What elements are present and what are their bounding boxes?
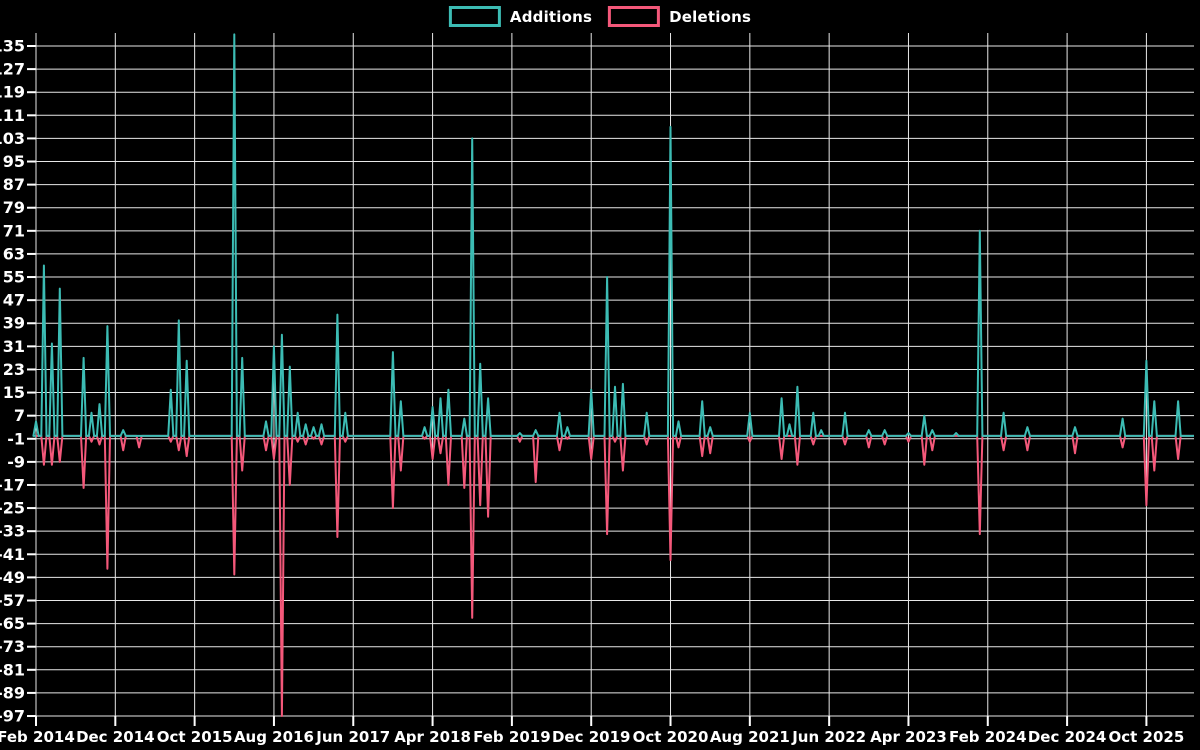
y-axis-label: 119 xyxy=(0,83,25,102)
y-axis-label: 71 xyxy=(3,221,25,240)
y-axis-label: 127 xyxy=(0,60,25,79)
x-axis-label: Feb 2014 xyxy=(0,728,75,746)
y-axis-label: 15 xyxy=(3,383,25,402)
y-axis-label: 135 xyxy=(0,37,25,56)
x-axis-label: Apr 2018 xyxy=(394,728,471,746)
x-axis-label: Feb 2024 xyxy=(949,728,1027,746)
y-axis-label: 103 xyxy=(0,129,25,148)
y-axis-label: -97 xyxy=(0,707,25,726)
x-axis-label: Apr 2023 xyxy=(870,728,947,746)
y-axis-label: 39 xyxy=(3,314,25,333)
y-axis-label: -89 xyxy=(0,683,25,702)
y-axis-label: -25 xyxy=(0,499,25,518)
deletions-swatch-icon xyxy=(608,6,661,27)
x-axis-label: Dec 2024 xyxy=(1028,728,1107,746)
legend-item-additions[interactable]: Additions xyxy=(448,6,593,27)
y-axis-label: -41 xyxy=(0,545,25,564)
y-axis-label: 79 xyxy=(3,198,25,217)
legend-item-deletions[interactable]: Deletions xyxy=(608,6,751,27)
y-axis-label: -17 xyxy=(0,475,25,494)
x-axis-label: Aug 2016 xyxy=(234,728,314,746)
y-axis-label: 7 xyxy=(14,406,25,425)
y-axis-label: 87 xyxy=(3,175,25,194)
y-axis-label: -9 xyxy=(7,452,25,471)
legend-label-deletions: Deletions xyxy=(669,7,752,26)
y-axis-label: 47 xyxy=(3,291,25,310)
chart-legend: Additions Deletions xyxy=(448,6,751,27)
y-axis-label: 95 xyxy=(3,152,25,171)
x-axis-label: Jun 2017 xyxy=(315,728,390,746)
y-axis-label: -49 xyxy=(0,568,25,587)
y-axis-label: 31 xyxy=(3,337,25,356)
x-axis-label: Feb 2019 xyxy=(473,728,551,746)
x-axis-label: Dec 2014 xyxy=(76,728,155,746)
additions-series-line xyxy=(32,33,1194,437)
legend-label-additions: Additions xyxy=(509,7,593,26)
y-axis-label: 63 xyxy=(3,244,25,263)
y-axis-label: 111 xyxy=(0,106,25,125)
y-axis-label: -81 xyxy=(0,660,25,679)
y-axis-label: -33 xyxy=(0,522,25,541)
deletions-series-line xyxy=(35,434,1194,717)
y-axis-label: -73 xyxy=(0,637,25,656)
y-axis-label: -57 xyxy=(0,591,25,610)
y-axis-label: -1 xyxy=(7,429,25,448)
x-axis-label: Dec 2019 xyxy=(552,728,631,746)
x-axis-label: Oct 2020 xyxy=(633,728,709,746)
x-axis-label: Aug 2021 xyxy=(710,728,790,746)
x-axis-label: Oct 2025 xyxy=(1109,728,1185,746)
y-axis-label: 23 xyxy=(3,360,25,379)
x-axis-label: Oct 2015 xyxy=(157,728,233,746)
x-axis-label: Jun 2022 xyxy=(791,728,866,746)
y-axis-label: -65 xyxy=(0,614,25,633)
additions-swatch-icon xyxy=(448,6,501,27)
y-axis-label: 55 xyxy=(3,268,25,287)
